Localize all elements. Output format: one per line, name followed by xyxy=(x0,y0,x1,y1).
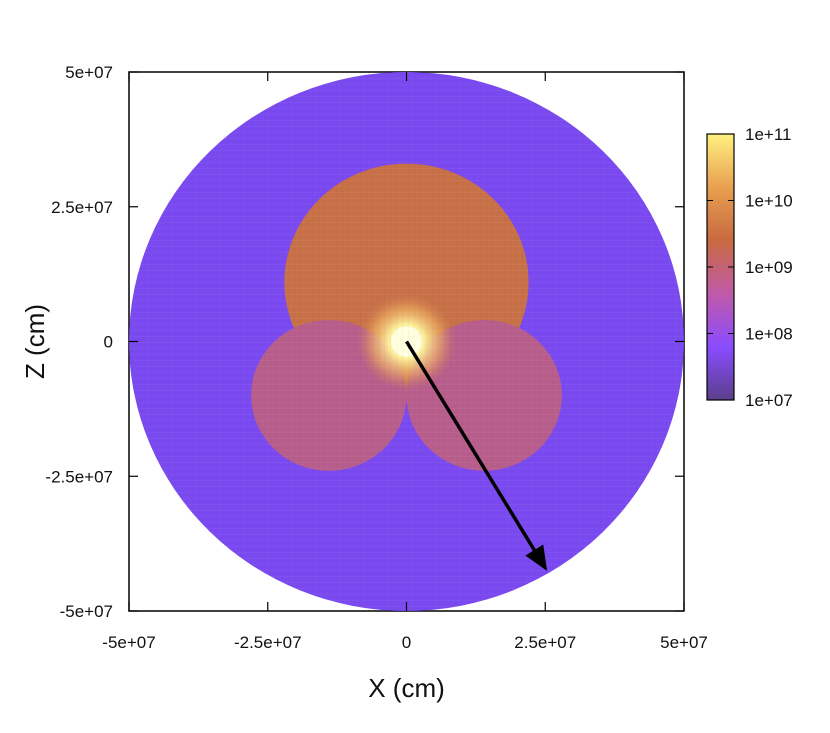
colorbar-tick-label: 1e+09 xyxy=(745,258,793,277)
x-axis-title: X (cm) xyxy=(368,673,445,703)
y-tick-label: 0 xyxy=(104,333,113,352)
colorbar-tick-label: 1e+11 xyxy=(745,125,791,144)
x-tick-label: 2.5e+07 xyxy=(514,633,576,652)
colorbar: 1e+11 1e+10 1e+09 1e+08 1e+07 xyxy=(706,125,793,410)
y-axis: 5e+07 2.5e+07 0 -2.5e+07 -5e+07 xyxy=(45,63,684,621)
x-tick-label: 0 xyxy=(402,633,411,652)
x-axis: -5e+07 -2.5e+07 0 2.5e+07 5e+07 xyxy=(102,72,708,652)
x-tick-label: 5e+07 xyxy=(660,633,708,652)
y-tick-label: -2.5e+07 xyxy=(45,467,113,486)
annotation-arrow xyxy=(405,340,548,571)
y-tick-label: -5e+07 xyxy=(60,602,113,621)
colorbar-tick-label: 1e+08 xyxy=(745,325,793,344)
colorbar-tick-label: 1e+10 xyxy=(745,192,793,211)
annotation-arrow-layer xyxy=(405,340,548,571)
y-axis-title: Z (cm) xyxy=(20,304,50,379)
y-tick-label: 5e+07 xyxy=(65,63,113,82)
y-tick-label: 2.5e+07 xyxy=(51,198,113,217)
x-tick-label: -2.5e+07 xyxy=(234,633,302,652)
colorbar-tick-label: 1e+07 xyxy=(745,391,793,410)
x-tick-label: -5e+07 xyxy=(102,633,155,652)
